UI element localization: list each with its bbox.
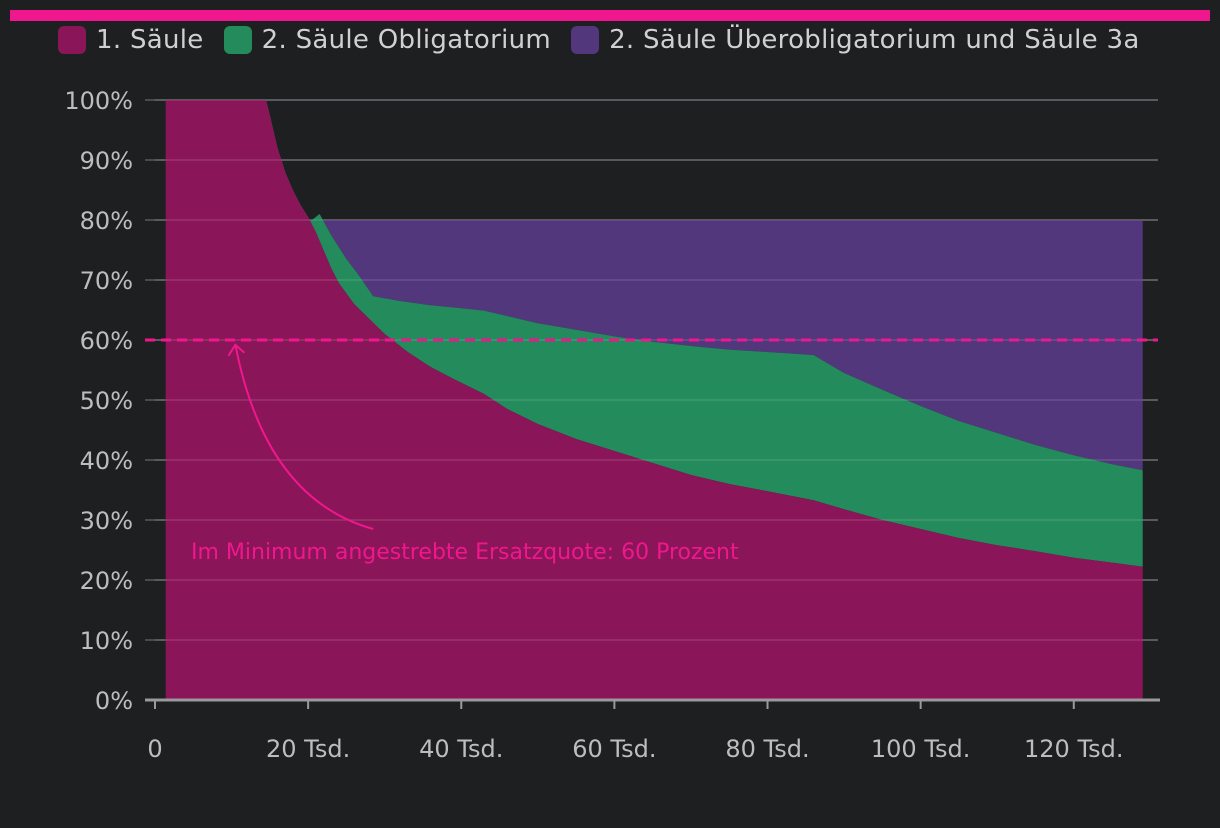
annotation-arrowhead	[227, 343, 246, 357]
x-tick-label-40000: 40 Tsd.	[419, 735, 503, 763]
y-tick-label-80: 80%	[80, 207, 133, 235]
x-tick-label-100000: 100 Tsd.	[871, 735, 971, 763]
y-tick-label-30: 30%	[80, 507, 133, 535]
y-tick-label-10: 10%	[80, 627, 133, 655]
legend-item-ueberobligatorium: 2. Säule Überobligatorium und Säule 3a	[571, 25, 1140, 55]
legend-label-obligatorium: 2. Säule Obligatorium	[261, 25, 552, 55]
chart-legend: 1. Säule 2. Säule Obligatorium 2. Säule …	[58, 25, 1160, 55]
area-obligatorium	[165, 100, 1143, 567]
annotation-text: Im Minimum angestrebte Ersatzquote: 60 P…	[191, 540, 739, 565]
y-tick-label-20: 20%	[80, 567, 133, 595]
x-tick-label-20000: 20 Tsd.	[266, 735, 350, 763]
top-accent-bar	[10, 10, 1210, 21]
legend-item-obligatorium: 2. Säule Obligatorium	[223, 25, 552, 55]
x-tick-label-120000: 120 Tsd.	[1024, 735, 1124, 763]
y-tick-label-90: 90%	[80, 147, 133, 175]
legend-label-ueberobligatorium: 2. Säule Überobligatorium und Säule 3a	[609, 25, 1140, 55]
annotation-arrow	[234, 344, 374, 530]
legend-swatch-obligatorium	[223, 26, 252, 54]
area-saeule-1	[165, 100, 1143, 700]
y-tick-label-0: 0%	[95, 687, 133, 715]
legend-swatch-ueberobligatorium	[571, 26, 600, 54]
y-tick-label-50: 50%	[80, 387, 133, 415]
area-ueberobligatorium	[308, 214, 1143, 471]
legend-label-saeule-1: 1. Säule	[96, 25, 204, 55]
legend-swatch-saeule-1	[58, 26, 86, 54]
y-tick-label-70: 70%	[80, 267, 133, 295]
x-tick-label-80000: 80 Tsd.	[725, 735, 809, 763]
y-tick-label-40: 40%	[80, 447, 133, 475]
x-tick-label-60000: 60 Tsd.	[572, 735, 656, 763]
y-tick-label-60: 60%	[80, 327, 133, 355]
y-tick-label-100: 100%	[64, 87, 133, 115]
legend-item-saeule-1: 1. Säule	[58, 25, 204, 55]
x-tick-label-0: 0	[147, 735, 162, 763]
